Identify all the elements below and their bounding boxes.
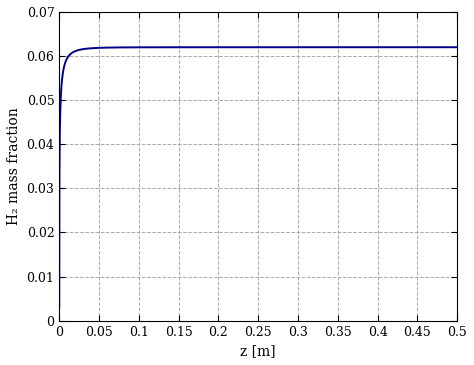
X-axis label: z [m]: z [m] [240, 344, 276, 358]
Y-axis label: H₂ mass fraction: H₂ mass fraction [7, 107, 21, 225]
